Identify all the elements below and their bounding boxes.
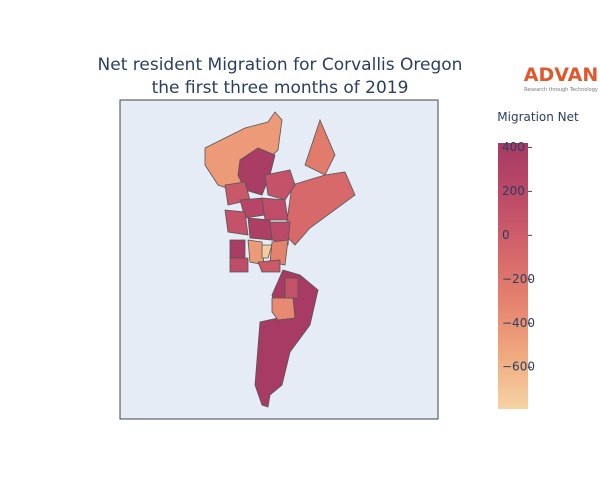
colorbar-tick-label: −600 (502, 360, 535, 374)
region (304, 118, 336, 176)
region (224, 209, 249, 236)
region (257, 259, 281, 273)
colorbar-tick-label: 400 (502, 140, 525, 154)
region (229, 239, 246, 259)
colorbar-title: Migration Net (497, 110, 579, 124)
region (254, 269, 319, 408)
region (247, 217, 273, 241)
colorbar-tick-label: −200 (502, 272, 535, 286)
chart-title: Net resident Migration for Corvallis Ore… (98, 55, 463, 75)
region (237, 147, 276, 196)
region (269, 239, 289, 266)
region (271, 297, 296, 321)
region (229, 257, 249, 273)
region (284, 277, 299, 299)
logo-name: ADVAN (524, 64, 599, 86)
colorbar-tick-label: −400 (502, 316, 535, 330)
regions (204, 111, 356, 408)
colorbar-tick-label: 0 (502, 228, 510, 242)
region (261, 244, 273, 259)
colorbar (498, 143, 528, 409)
region (264, 169, 296, 201)
region (261, 197, 289, 221)
region (269, 221, 291, 246)
chart-title: the first three months of 2019 (152, 78, 409, 98)
colorbar-tick-label: 200 (502, 184, 525, 198)
logo-tagline: Research through Technology (524, 87, 598, 93)
